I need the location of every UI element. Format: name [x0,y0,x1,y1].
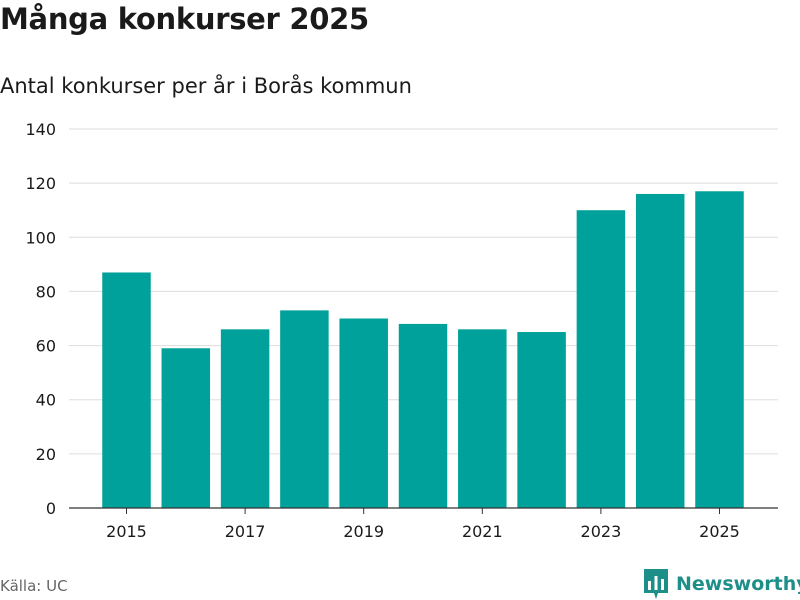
bar-2024 [635,193,685,508]
x-tick-label: 2025 [699,522,740,541]
bar-2017 [220,329,270,508]
x-tick-label: 2021 [462,522,503,541]
y-tick-label: 140 [25,120,56,139]
x-tick-label: 2015 [106,522,147,541]
bar-chart-icon [644,569,668,599]
bar-2018 [280,310,329,508]
brand-name: Newsworthy [676,573,800,595]
chart-subtitle: Antal konkurser per år i Borås kommun [0,74,412,98]
bars [102,191,744,508]
x-axis-ticks: 2015 2017 2019 2021 2023 2025 [106,508,740,541]
bar-2016 [161,348,211,508]
bar-2015 [102,272,151,508]
x-tick-label: 2019 [343,522,384,541]
chart-title: Många konkurser 2025 [0,2,369,36]
bar-2021 [458,329,507,508]
brand-logo: Newsworthy [644,568,800,600]
y-tick-label: 80 [36,282,56,301]
y-tick-label: 0 [46,499,56,518]
bar-2020 [398,323,448,508]
bar-2022 [517,332,566,508]
y-tick-label: 120 [25,174,56,193]
y-tick-label: 100 [25,228,56,247]
y-axis-ticks: 0 20 40 60 80 100 120 140 [25,120,56,518]
x-tick-label: 2017 [225,522,266,541]
x-tick-label: 2023 [581,522,622,541]
y-tick-label: 60 [36,337,56,356]
source-note: Källa: UC [0,577,68,595]
y-tick-label: 20 [36,445,56,464]
y-tick-label: 40 [36,391,56,410]
bar-2025 [695,191,744,508]
bar-2019 [339,318,388,508]
bar-2023 [576,210,626,508]
